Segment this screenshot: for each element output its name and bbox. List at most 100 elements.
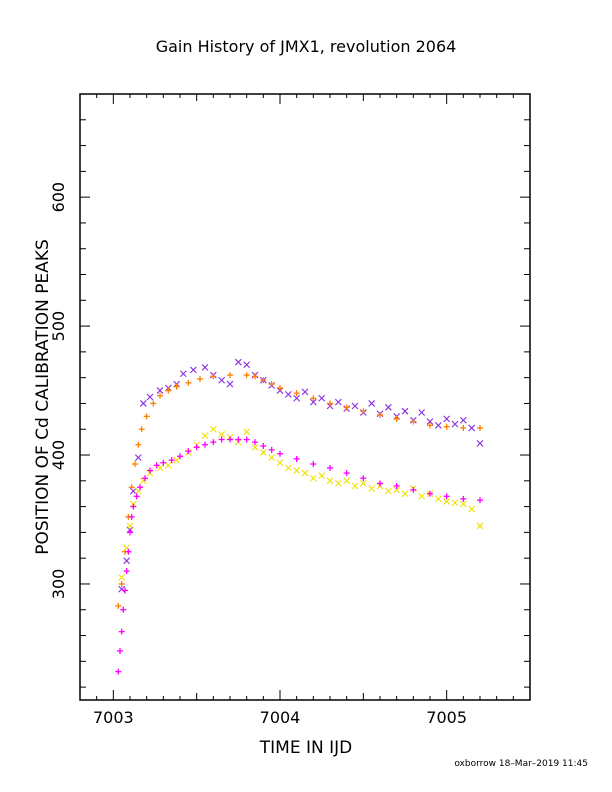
data-point: [318, 394, 326, 402]
marker-stroke: [284, 464, 292, 472]
data-point: [243, 361, 251, 369]
data-point: [434, 495, 442, 503]
marker-stroke: [359, 479, 367, 487]
x-tick-label: 7004: [260, 708, 301, 727]
data-point: [343, 470, 350, 477]
data-point: [334, 479, 342, 487]
data-point: [156, 387, 164, 394]
data-point: [393, 486, 401, 494]
marker-stroke: [318, 472, 326, 480]
data-point: [118, 585, 126, 593]
marker-stroke: [384, 487, 392, 495]
data-point: [115, 668, 122, 675]
footer-stamp: oxborrow 18–Mar–2019 11:45: [454, 759, 588, 769]
data-point: [227, 372, 233, 379]
data-point: [327, 464, 333, 471]
data-point: [210, 373, 217, 380]
data-point: [115, 602, 122, 609]
axis-ticks: [79, 93, 531, 700]
marker-stroke: [226, 380, 234, 388]
data-point: [127, 529, 133, 536]
data-point: [146, 393, 154, 401]
marker-stroke: [334, 479, 342, 487]
data-point: [201, 432, 209, 440]
data-point: [418, 409, 426, 416]
marker-stroke: [201, 363, 209, 371]
data-point: [173, 456, 181, 464]
chart-title: Gain History of JMX1, revolution 2064: [156, 37, 457, 56]
data-point: [157, 392, 163, 399]
marker-stroke: [118, 574, 126, 581]
data-point: [125, 548, 132, 555]
data-point: [343, 477, 351, 485]
data-point: [476, 440, 484, 447]
marker-stroke: [418, 492, 426, 500]
data-point: [434, 421, 442, 429]
x-tick-label: 7005: [426, 708, 467, 727]
marker-stroke: [301, 469, 309, 477]
data-point: [293, 390, 300, 397]
data-point: [443, 423, 450, 430]
data-point: [243, 428, 251, 436]
data-point: [468, 424, 476, 432]
marker-stroke: [459, 500, 467, 508]
marker-stroke: [209, 425, 217, 433]
data-point: [126, 522, 134, 530]
marker-stroke: [468, 505, 476, 513]
data-point: [218, 376, 226, 384]
data-point: [168, 457, 175, 464]
data-point: [393, 482, 400, 489]
data-point: [284, 391, 292, 398]
marker-stroke: [443, 498, 451, 505]
data-point: [276, 459, 284, 467]
data-point: [284, 464, 292, 472]
data-point: [142, 475, 148, 482]
data-point: [351, 402, 359, 410]
data-point: [209, 425, 217, 433]
data-point: [468, 505, 476, 513]
data-point: [128, 513, 135, 520]
data-point: [327, 400, 333, 407]
data-point: [123, 568, 130, 575]
y-axis-title: POSITION OF Cd CALIBRATION PEAKS: [33, 239, 53, 555]
x-axis-title: TIME IN IJD: [259, 738, 352, 758]
marker-stroke: [234, 358, 242, 366]
data-point: [443, 415, 451, 423]
marker-stroke: [123, 557, 131, 565]
data-point: [218, 436, 225, 443]
data-point: [147, 467, 153, 474]
x-tick-label: 7003: [93, 708, 134, 727]
marker-stroke: [393, 486, 401, 494]
data-point: [189, 366, 197, 374]
marker-stroke: [318, 394, 326, 402]
marker-stroke: [126, 522, 134, 530]
data-points: [115, 358, 484, 675]
data-point: [426, 418, 434, 425]
data-point: [260, 442, 267, 449]
data-point: [459, 500, 467, 508]
marker-stroke: [243, 428, 251, 436]
data-point: [477, 424, 483, 431]
marker-stroke: [401, 490, 409, 498]
data-point: [293, 455, 300, 462]
marker-stroke: [368, 485, 376, 492]
data-point: [128, 484, 135, 491]
series-1: [118, 358, 484, 593]
marker-stroke: [443, 415, 451, 423]
data-point: [427, 490, 433, 497]
data-point: [177, 453, 183, 460]
data-point: [197, 375, 203, 382]
data-point: [318, 472, 326, 480]
data-point: [301, 469, 309, 477]
data-point: [185, 448, 192, 455]
data-point: [377, 412, 383, 419]
y-tick-label: 500: [49, 311, 68, 342]
data-point: [301, 388, 309, 396]
data-point: [368, 485, 376, 492]
data-point: [310, 461, 317, 468]
marker-stroke: [293, 467, 301, 474]
data-point: [132, 461, 138, 468]
y-tick-label: 300: [49, 569, 68, 600]
marker-stroke: [401, 407, 409, 415]
data-point: [138, 426, 145, 433]
